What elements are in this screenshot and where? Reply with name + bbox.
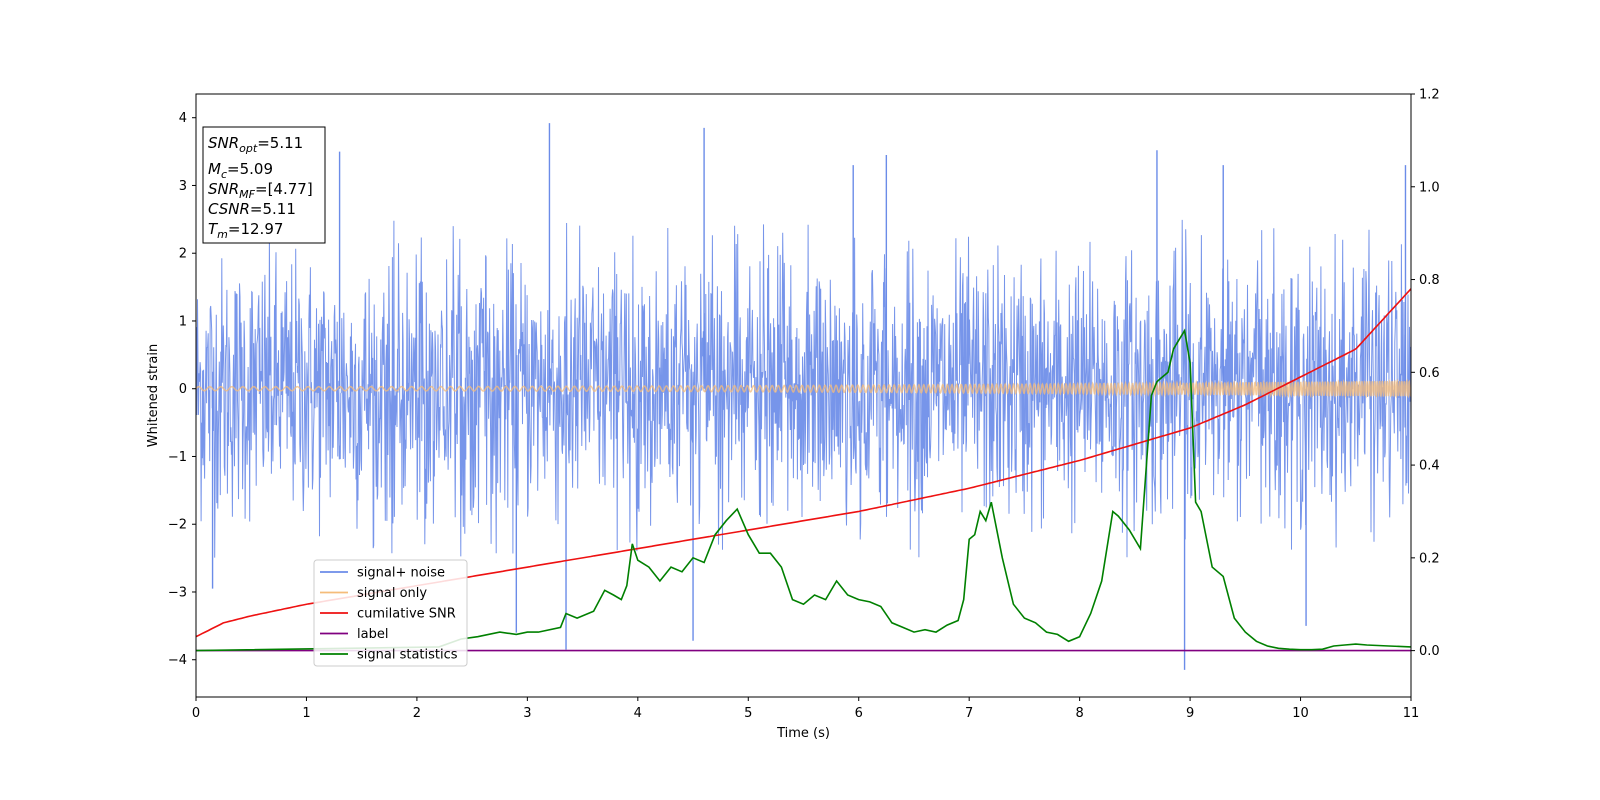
info-mc-value: 5.09 bbox=[240, 160, 273, 178]
x-tick-label: 3 bbox=[523, 706, 531, 721]
x-tick-label: 11 bbox=[1403, 706, 1420, 721]
y-tick-label: −1 bbox=[168, 450, 187, 465]
y-tick-label: 2 bbox=[179, 247, 187, 262]
y-tick-label: −3 bbox=[168, 585, 187, 600]
x-tick-label: 10 bbox=[1292, 706, 1309, 721]
y2-tick-label: 0.4 bbox=[1419, 459, 1440, 474]
series-signal-noise bbox=[196, 123, 1411, 670]
y-tick-label: −2 bbox=[168, 518, 187, 533]
info-tm: Tm=12.97 bbox=[208, 220, 283, 241]
y2-tick-label: 1.0 bbox=[1419, 180, 1440, 195]
signal-statistics-line bbox=[196, 328, 1411, 652]
info-snr-opt: SNRopt=5.11 bbox=[208, 134, 303, 155]
info-mc: Mc=5.09 bbox=[208, 160, 273, 181]
x-tick-label: 6 bbox=[855, 706, 863, 721]
x-tick-label: 2 bbox=[413, 706, 421, 721]
x-tick-label: 0 bbox=[192, 706, 200, 721]
y-axis-label: Whitened strain bbox=[146, 344, 161, 447]
y2-tick-label: 0.0 bbox=[1419, 644, 1440, 659]
legend-entry: label bbox=[357, 627, 388, 642]
info-tm-value: 12.97 bbox=[240, 220, 283, 238]
y2-tick-label: 0.6 bbox=[1419, 366, 1440, 381]
x-tick-label: 4 bbox=[634, 706, 642, 721]
x-axis-label: Time (s) bbox=[776, 726, 830, 741]
legend-entry: cumilative SNR bbox=[357, 607, 456, 622]
y2-axis-ticks: 0.0 0.2 0.4 0.6 0.8 1.0 1.2 bbox=[1411, 88, 1440, 659]
info-csnr-value: 5.11 bbox=[263, 200, 296, 218]
x-tick-label: 8 bbox=[1075, 706, 1083, 721]
x-tick-label: 5 bbox=[744, 706, 752, 721]
plot-frame bbox=[195, 93, 1412, 698]
series-signal-statistics bbox=[196, 328, 1411, 652]
y-tick-label: 1 bbox=[179, 314, 187, 329]
legend-entry: signal statistics bbox=[357, 648, 458, 663]
x-axis-ticks: 0 1 2 3 4 5 6 7 8 9 10 11 bbox=[192, 697, 1419, 721]
legend-entry: signal+ noise bbox=[357, 566, 445, 581]
x-tick-label: 9 bbox=[1186, 706, 1194, 721]
noise-trace bbox=[196, 219, 1411, 558]
y2-tick-label: 1.2 bbox=[1419, 88, 1440, 103]
info-snr-opt-value: 5.11 bbox=[270, 134, 303, 152]
legend-entry: signal only bbox=[357, 586, 427, 601]
y-tick-label: 3 bbox=[179, 179, 187, 194]
y2-tick-label: 0.8 bbox=[1419, 273, 1440, 288]
y2-tick-label: 0.2 bbox=[1419, 551, 1440, 566]
y-axis-ticks: −4 −3 −2 −1 0 1 2 3 4 bbox=[168, 111, 196, 668]
series-signal-only bbox=[196, 378, 1411, 399]
y-tick-label: −4 bbox=[168, 653, 187, 668]
info-snr-mf-value: [4.77] bbox=[268, 180, 313, 198]
x-tick-label: 1 bbox=[302, 706, 310, 721]
info-csnr: CSNR=5.11 bbox=[208, 200, 296, 218]
legend-frame bbox=[313, 559, 468, 667]
legend: signal+ noise signal only cumilative SNR la… bbox=[313, 559, 468, 667]
info-box: SNRopt=5.11 Mc=5.09 SNRMF=[4.77] CSNR=5.… bbox=[202, 126, 326, 244]
info-snr-mf: SNRMF=[4.77] bbox=[208, 180, 313, 201]
x-tick-label: 7 bbox=[965, 706, 973, 721]
info-box-frame bbox=[202, 126, 326, 244]
y-tick-label: 4 bbox=[179, 111, 187, 126]
y-tick-label: 0 bbox=[179, 382, 187, 397]
signal-only-trace bbox=[196, 378, 1411, 399]
